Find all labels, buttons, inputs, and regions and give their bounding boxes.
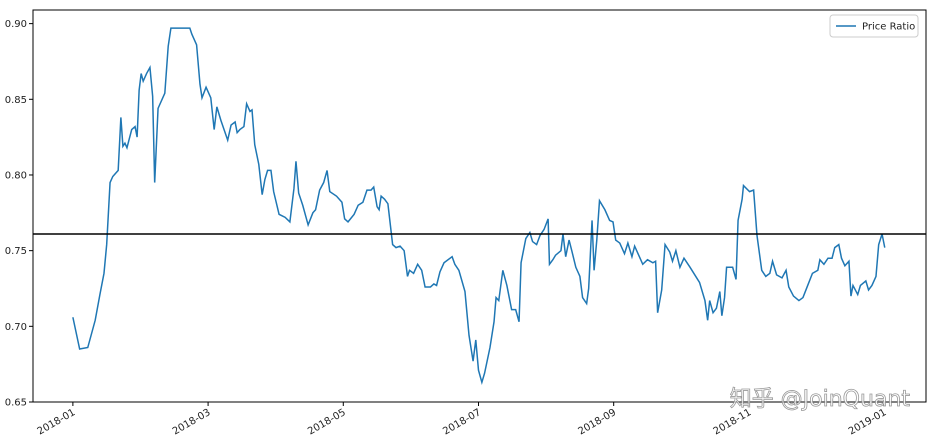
- y-tick-label: 0.80: [5, 170, 27, 181]
- x-tick-label: 2018-01: [36, 407, 78, 437]
- x-tick-label: 2018-03: [171, 407, 213, 437]
- y-tick-label: 0.70: [5, 322, 27, 333]
- y-tick-label: 0.85: [5, 95, 27, 106]
- watermark: 知乎 @JoinQuant: [730, 387, 911, 412]
- x-tick-label: 2018-09: [576, 407, 618, 437]
- x-tick-label: 2018-07: [441, 407, 483, 437]
- legend-label: Price Ratio: [862, 22, 915, 33]
- y-tick-label: 0.65: [5, 398, 27, 409]
- x-tick-label: 2018-05: [306, 407, 348, 437]
- data-line: [72, 27, 886, 386]
- plot-frame: [32, 9, 927, 403]
- y-tick-label: 0.90: [5, 19, 27, 30]
- y-tick-label: 0.75: [5, 246, 27, 257]
- legend-box: [829, 14, 919, 38]
